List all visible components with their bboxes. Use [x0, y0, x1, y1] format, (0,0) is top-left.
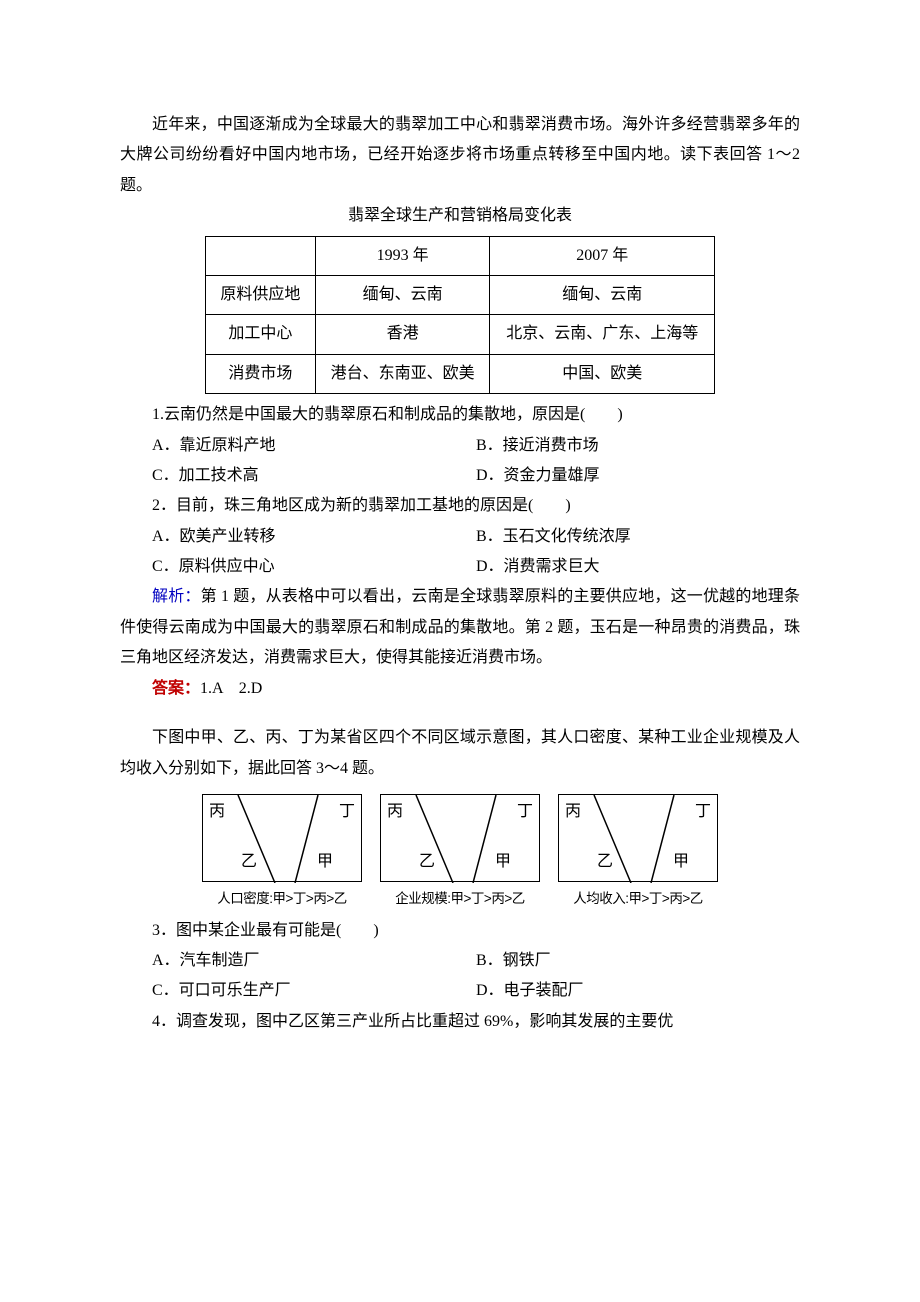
panel-2: 丙 丁 乙 甲 企业规模:甲>丁>丙>乙	[380, 794, 540, 912]
intro-paragraph: 近年来，中国逐渐成为全球最大的翡翠加工中心和翡翠消费市场。海外许多经营翡翠多年的…	[120, 110, 800, 201]
q2-option-a: A．欧美产业转移	[152, 522, 476, 552]
panel-3: 丙 丁 乙 甲 人均收入:甲>丁>丙>乙	[558, 794, 718, 912]
cell: 缅甸、云南	[315, 275, 490, 314]
panel-box: 丙 丁 乙 甲	[558, 794, 718, 882]
cell: 北京、云南、广东、上海等	[490, 315, 715, 354]
table-row: 消费市场 港台、东南亚、欧美 中国、欧美	[206, 354, 715, 393]
q2-option-b: B．玉石文化传统浓厚	[476, 522, 800, 552]
label-bl: 乙	[419, 847, 435, 877]
table-row: 加工中心 香港 北京、云南、广东、上海等	[206, 315, 715, 354]
explain-1: 解析：第 1 题，从表格中可以看出，云南是全球翡翠原料的主要供应地，这一优越的地…	[120, 582, 800, 673]
q3-option-a: A．汽车制造厂	[152, 946, 476, 976]
explain-label: 解析：	[152, 588, 201, 605]
q1-option-a: A．靠近原料产地	[152, 431, 476, 461]
cell: 2007 年	[490, 236, 715, 275]
label-br: 甲	[673, 847, 689, 877]
table-title: 翡翠全球生产和营销格局变化表	[120, 201, 800, 231]
label-br: 甲	[495, 847, 511, 877]
q3-option-c: C．可口可乐生产厂	[152, 976, 476, 1006]
label-tr: 丁	[517, 797, 533, 827]
jade-table: 1993 年 2007 年 原料供应地 缅甸、云南 缅甸、云南 加工中心 香港 …	[205, 236, 715, 395]
answer-1: 答案：1.A 2.D	[120, 674, 800, 704]
q4-stem: 4．调查发现，图中乙区第三产业所占比重超过 69%，影响其发展的主要优	[120, 1007, 800, 1037]
label-bl: 乙	[241, 847, 257, 877]
intro2-paragraph: 下图中甲、乙、丙、丁为某省区四个不同区域示意图，其人口密度、某种工业企业规模及人…	[120, 723, 800, 784]
q1-options: A．靠近原料产地 B．接近消费市场 C．加工技术高 D．资金力量雄厚	[152, 431, 800, 492]
cell: 1993 年	[315, 236, 490, 275]
answer-text: 1.A 2.D	[200, 680, 262, 697]
q3-stem: 3．图中某企业最有可能是( )	[120, 916, 800, 946]
label-bl: 乙	[597, 847, 613, 877]
q2-stem: 2．目前，珠三角地区成为新的翡翠加工基地的原因是( )	[120, 491, 800, 521]
panel-box: 丙 丁 乙 甲	[202, 794, 362, 882]
q1-stem: 1.云南仍然是中国最大的翡翠原石和制成品的集散地，原因是( )	[120, 400, 800, 430]
table-row: 1993 年 2007 年	[206, 236, 715, 275]
label-tr: 丁	[339, 797, 355, 827]
table-row: 原料供应地 缅甸、云南 缅甸、云南	[206, 275, 715, 314]
cell: 加工中心	[206, 315, 316, 354]
label-tl: 丙	[209, 797, 225, 827]
cell: 港台、东南亚、欧美	[315, 354, 490, 393]
cell: 中国、欧美	[490, 354, 715, 393]
spacer	[120, 704, 800, 723]
q2-options: A．欧美产业转移 B．玉石文化传统浓厚 C．原料供应中心 D．消费需求巨大	[152, 522, 800, 583]
q2-option-c: C．原料供应中心	[152, 552, 476, 582]
answer-label: 答案：	[152, 680, 200, 697]
panel-caption: 人均收入:甲>丁>丙>乙	[558, 886, 718, 912]
q2-option-d: D．消费需求巨大	[476, 552, 800, 582]
q1-option-d: D．资金力量雄厚	[476, 461, 800, 491]
panel-caption: 人口密度:甲>丁>丙>乙	[202, 886, 362, 912]
label-tl: 丙	[387, 797, 403, 827]
cell: 消费市场	[206, 354, 316, 393]
q3-option-b: B．钢铁厂	[476, 946, 800, 976]
cell: 缅甸、云南	[490, 275, 715, 314]
cell: 香港	[315, 315, 490, 354]
q3-options: A．汽车制造厂 B．钢铁厂 C．可口可乐生产厂 D．电子装配厂	[152, 946, 800, 1007]
panel-box: 丙 丁 乙 甲	[380, 794, 540, 882]
q1-option-c: C．加工技术高	[152, 461, 476, 491]
label-br: 甲	[317, 847, 333, 877]
q1-option-b: B．接近消费市场	[476, 431, 800, 461]
cell	[206, 236, 316, 275]
label-tr: 丁	[695, 797, 711, 827]
page: 近年来，中国逐渐成为全球最大的翡翠加工中心和翡翠消费市场。海外许多经营翡翠多年的…	[0, 0, 920, 1302]
panel-caption: 企业规模:甲>丁>丙>乙	[380, 886, 540, 912]
q3-option-d: D．电子装配厂	[476, 976, 800, 1006]
panel-1: 丙 丁 乙 甲 人口密度:甲>丁>丙>乙	[202, 794, 362, 912]
cell: 原料供应地	[206, 275, 316, 314]
figure-panels: 丙 丁 乙 甲 人口密度:甲>丁>丙>乙 丙 丁 乙 甲 企业规模:甲>丁>丙>…	[120, 794, 800, 912]
explain-text: 第 1 题，从表格中可以看出，云南是全球翡翠原料的主要供应地，这一优越的地理条件…	[120, 588, 800, 666]
label-tl: 丙	[565, 797, 581, 827]
